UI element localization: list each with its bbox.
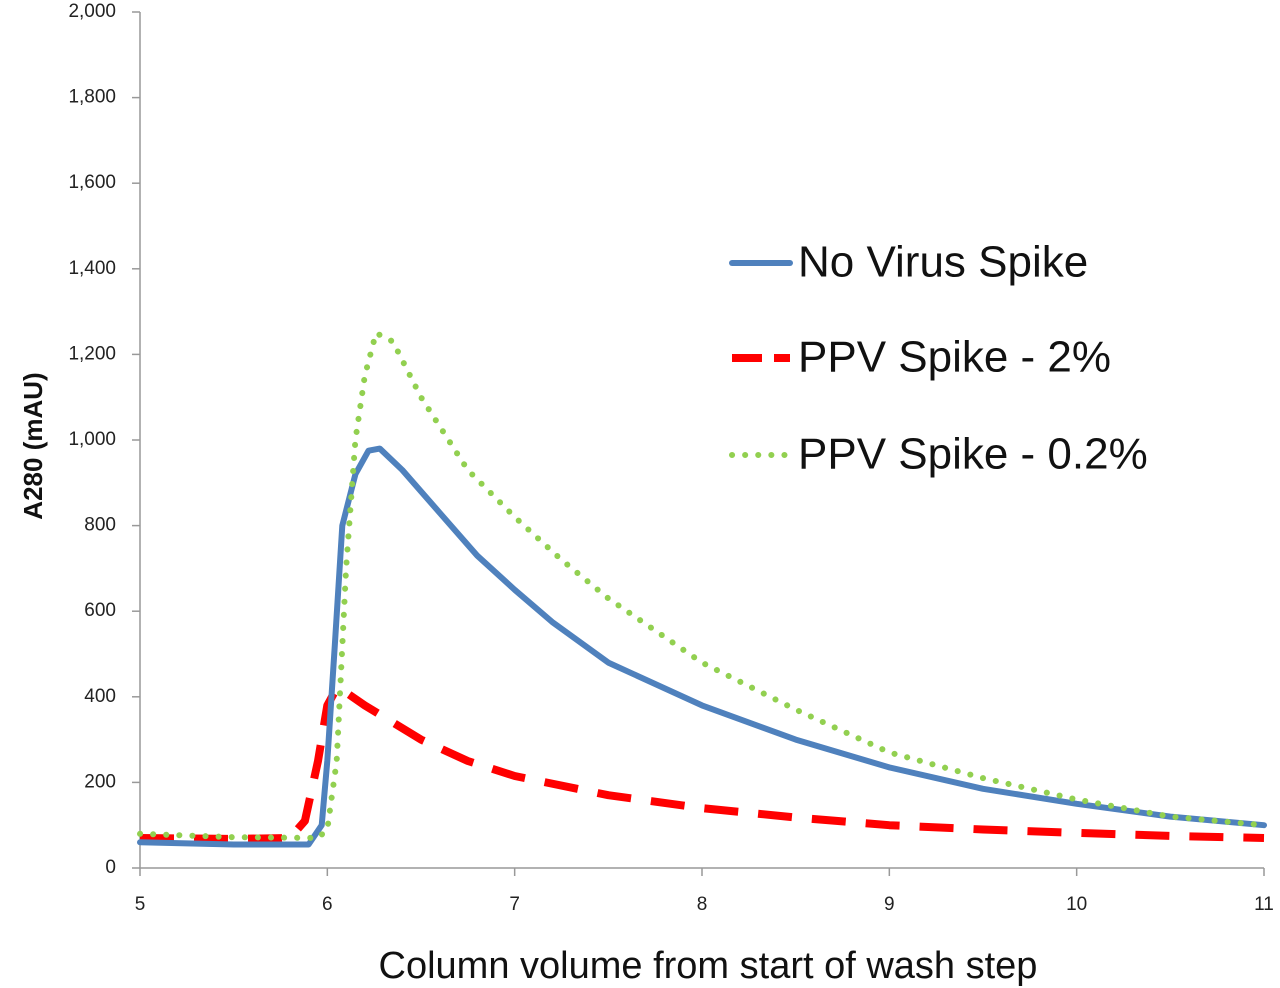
x-axis: 5 6 7 8 9 10 11 bbox=[135, 867, 1274, 915]
x-tick-label: 9 bbox=[884, 894, 895, 915]
y-tick-label: 600 bbox=[84, 600, 116, 621]
x-tick-label: 7 bbox=[509, 894, 520, 915]
y-tick-label: 1,800 bbox=[68, 87, 116, 108]
y-tick-label: 1,200 bbox=[68, 343, 116, 364]
legend-label: PPV Spike - 0.2% bbox=[798, 430, 1148, 479]
x-tick-label: 6 bbox=[322, 894, 333, 915]
y-tick-label: 1,600 bbox=[68, 172, 116, 193]
y-axis-title: A280 (mAU) bbox=[18, 372, 48, 519]
x-tick-label: 8 bbox=[697, 894, 708, 915]
x-tick-label: 10 bbox=[1066, 894, 1087, 915]
x-tick-label: 5 bbox=[135, 894, 146, 915]
y-tick-label: 200 bbox=[84, 771, 116, 792]
y-tick-label: 1,400 bbox=[68, 258, 116, 279]
series-layer bbox=[137, 330, 1267, 848]
legend: No Virus Spike PPV Spike - 2% PPV Spike - … bbox=[729, 238, 1148, 479]
x-tick-label: 11 bbox=[1254, 894, 1274, 915]
y-tick-label: 800 bbox=[84, 515, 116, 536]
series-line-no-virus-spike bbox=[137, 445, 1267, 848]
y-tick-label: 1,000 bbox=[68, 429, 116, 450]
legend-label: No Virus Spike bbox=[798, 238, 1088, 287]
y-tick-label: 0 bbox=[105, 857, 116, 878]
series-line-ppv-spike-0-2 bbox=[137, 330, 1267, 841]
legend-label: PPV Spike - 2% bbox=[798, 333, 1111, 382]
x-axis-title: Column volume from start of wash step bbox=[379, 945, 1038, 987]
y-tick-label: 2,000 bbox=[68, 1, 116, 22]
series-line-ppv-spike-2 bbox=[139, 684, 1265, 843]
y-axis: 0 200 400 600 800 1,000 1,200 1,400 1,600 1,800 2,… bbox=[68, 1, 141, 878]
y-tick-label: 400 bbox=[84, 686, 116, 707]
